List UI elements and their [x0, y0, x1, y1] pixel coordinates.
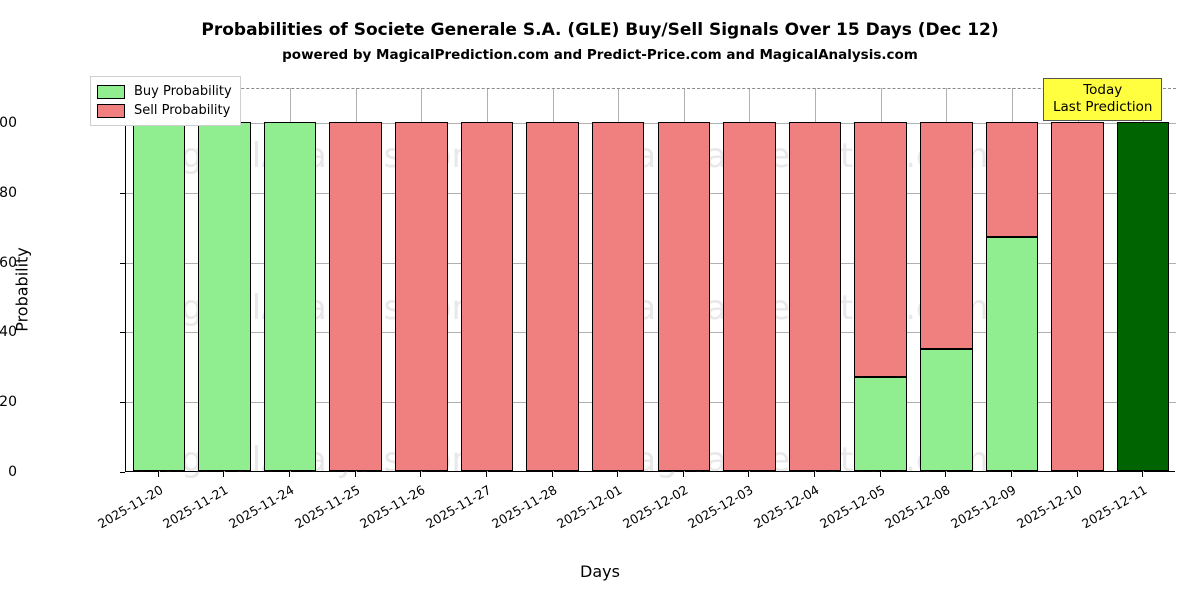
bar-segment-sell[interactable]	[395, 121, 448, 471]
chart-title: Probabilities of Societe Generale S.A. (…	[201, 20, 999, 40]
bar-group[interactable]	[460, 87, 514, 471]
x-axis-tick-mark	[354, 472, 356, 477]
x-axis-tick-mark	[1142, 472, 1144, 477]
bar-segment-today[interactable]	[1116, 121, 1170, 471]
x-axis-tick-mark	[1010, 472, 1012, 477]
x-axis-tick-mark	[157, 472, 159, 477]
y-axis-tick-label: 20	[0, 394, 17, 411]
chart-legend: Buy Probability Sell Probability	[90, 76, 241, 126]
bar-segment-sell[interactable]	[329, 121, 382, 471]
x-axis-tick-mark	[748, 472, 750, 477]
legend-swatch-buy-icon	[97, 84, 125, 99]
y-axis-tick-mark	[120, 332, 125, 334]
bar-group[interactable]	[329, 87, 382, 471]
gridline-horizontal	[126, 402, 1176, 404]
bar-group[interactable]	[920, 87, 973, 471]
bar-group[interactable]	[657, 87, 711, 471]
bar-segment-buy[interactable]	[854, 376, 907, 471]
bar-segment-sell[interactable]	[788, 121, 842, 471]
y-axis-label: Probability	[12, 247, 32, 332]
chart-subtitle: powered by MagicalPrediction.com and Pre…	[282, 47, 918, 63]
bar-segment-buy[interactable]	[920, 348, 973, 471]
x-axis-tick-mark	[551, 472, 553, 477]
bar-group[interactable]	[198, 87, 251, 471]
bar-segment-sell[interactable]	[723, 121, 776, 471]
bar-segment-sell[interactable]	[1051, 121, 1104, 471]
bar-group[interactable]	[723, 87, 776, 471]
x-axis-tick-mark	[485, 472, 487, 477]
legend-item-sell: Sell Probability	[97, 101, 232, 120]
gridline-horizontal	[126, 262, 1176, 264]
today-label-line2: Last Prediction	[1053, 99, 1153, 115]
y-axis-tick-label: 60	[0, 254, 17, 271]
bar-group[interactable]	[1116, 87, 1170, 471]
bar-group[interactable]	[854, 87, 907, 471]
x-axis-tick-mark	[682, 472, 684, 477]
legend-label-sell: Sell Probability	[134, 103, 231, 118]
bar-segment-buy[interactable]	[132, 121, 186, 471]
bar-group[interactable]	[526, 87, 579, 471]
bar-segment-sell[interactable]	[920, 121, 973, 349]
bar-group[interactable]	[263, 87, 317, 471]
y-axis-tick-label: 100	[0, 114, 17, 131]
y-axis-tick-label: 80	[0, 184, 17, 201]
x-axis-tick-mark	[945, 472, 947, 477]
x-axis-tick-mark	[879, 472, 881, 477]
bar-segment-sell[interactable]	[526, 121, 579, 471]
x-axis-tick-mark	[617, 472, 619, 477]
x-axis-label: Days	[580, 562, 620, 581]
bar-group[interactable]	[985, 87, 1039, 471]
bar-group[interactable]	[788, 87, 842, 471]
x-axis-tick-mark	[1076, 472, 1078, 477]
y-axis-tick-mark	[120, 402, 125, 404]
bar-segment-sell[interactable]	[657, 121, 711, 471]
bar-group[interactable]	[591, 87, 645, 471]
today-annotation: Today Last Prediction	[1043, 78, 1163, 121]
gridline-horizontal	[126, 122, 1176, 124]
legend-item-buy: Buy Probability	[97, 82, 232, 101]
bar-group[interactable]	[395, 87, 448, 471]
legend-label-buy: Buy Probability	[134, 84, 232, 99]
x-axis-tick-mark	[289, 472, 291, 477]
today-label-line1: Today	[1083, 82, 1123, 98]
y-axis-tick-mark	[120, 262, 125, 264]
bar-segment-buy[interactable]	[985, 237, 1039, 471]
bar-segment-sell[interactable]	[854, 121, 907, 377]
bar-segment-sell[interactable]	[985, 121, 1039, 238]
legend-swatch-sell-icon	[97, 103, 125, 118]
reference-line	[126, 88, 1176, 89]
bar-segment-buy[interactable]	[263, 121, 317, 471]
bar-segment-sell[interactable]	[460, 121, 514, 471]
bar-group[interactable]	[1051, 87, 1104, 471]
bar-group[interactable]	[132, 87, 186, 471]
gridline-horizontal	[126, 192, 1176, 194]
plot-area: MagicalAnalysis.comMagicalPrediction.com…	[125, 87, 1176, 480]
y-axis-tick-mark	[120, 192, 125, 194]
gridline-horizontal	[126, 332, 1176, 334]
x-axis-tick-mark	[420, 472, 422, 477]
y-axis-tick-mark	[120, 472, 125, 473]
x-axis-tick-mark	[223, 472, 225, 477]
bar-segment-sell[interactable]	[591, 121, 645, 471]
y-axis-tick-label: 40	[0, 324, 17, 341]
bar-segment-buy[interactable]	[198, 121, 251, 471]
x-axis-tick-mark	[814, 472, 816, 477]
y-axis-tick-label: 0	[8, 464, 17, 480]
